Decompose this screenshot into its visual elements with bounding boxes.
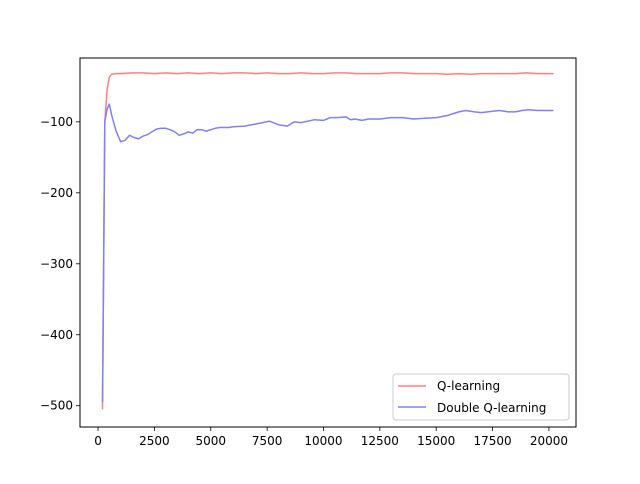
y-tick-label: −100 (40, 115, 73, 129)
x-tick-label: 0 (94, 434, 102, 448)
x-tick-label: 15000 (417, 434, 455, 448)
series-layer (101, 72, 554, 410)
plot-area (80, 58, 576, 427)
legend: Q-learning Double Q-learning (392, 373, 570, 421)
y-tick-label: −500 (40, 399, 73, 413)
y-tick-label: −300 (40, 257, 73, 271)
x-tick-label: 17500 (473, 434, 511, 448)
series-line-q-learning (101, 72, 554, 410)
x-tick-label: 5000 (195, 434, 226, 448)
x-tick-label: 12500 (361, 434, 399, 448)
x-tick-label: 2500 (139, 434, 170, 448)
x-tick-label: 10000 (304, 434, 342, 448)
legend-box (392, 373, 570, 421)
x-tick-label: 20000 (530, 434, 568, 448)
y-tick-label: −400 (40, 328, 73, 342)
x-tick-label: 7500 (252, 434, 283, 448)
legend-label-q-learning: Q-learning (437, 379, 500, 393)
plot-frame (79, 57, 577, 428)
y-tick-label: −200 (40, 186, 73, 200)
legend-label-double-q-learning: Double Q-learning (437, 401, 546, 415)
axes-layer: 0 2500 5000 7500 10000 12500 15000 17500 20000 −5… (40, 115, 568, 448)
series-line-double-q-learning (101, 103, 554, 403)
